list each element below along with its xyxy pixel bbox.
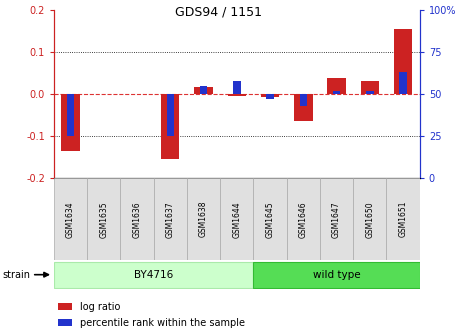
Bar — [227, 94, 246, 96]
Text: wild type: wild type — [313, 270, 361, 280]
Text: GSM1638: GSM1638 — [199, 201, 208, 238]
FancyBboxPatch shape — [320, 178, 353, 260]
Bar — [200, 86, 207, 94]
Bar — [61, 94, 80, 151]
Bar — [327, 78, 346, 94]
Text: GSM1651: GSM1651 — [399, 201, 408, 238]
Bar — [266, 94, 274, 99]
Bar — [195, 87, 213, 94]
Bar — [361, 81, 379, 94]
Bar — [294, 94, 312, 121]
Bar — [400, 72, 407, 94]
Bar — [67, 94, 74, 136]
FancyBboxPatch shape — [54, 262, 253, 288]
Bar — [166, 94, 174, 136]
Text: GSM1634: GSM1634 — [66, 201, 75, 238]
Bar — [58, 319, 72, 326]
Bar — [366, 91, 373, 94]
Text: log ratio: log ratio — [80, 302, 120, 312]
FancyBboxPatch shape — [253, 178, 287, 260]
Bar — [333, 91, 340, 94]
FancyBboxPatch shape — [154, 178, 187, 260]
FancyBboxPatch shape — [220, 178, 253, 260]
Bar — [233, 81, 241, 94]
FancyBboxPatch shape — [386, 178, 420, 260]
FancyBboxPatch shape — [287, 178, 320, 260]
Text: GSM1637: GSM1637 — [166, 201, 175, 238]
Text: BY4716: BY4716 — [134, 270, 174, 280]
Text: GSM1644: GSM1644 — [232, 201, 242, 238]
FancyBboxPatch shape — [54, 178, 87, 260]
Text: GDS94 / 1151: GDS94 / 1151 — [174, 5, 262, 18]
Bar — [161, 94, 180, 159]
Text: GSM1635: GSM1635 — [99, 201, 108, 238]
FancyBboxPatch shape — [353, 178, 386, 260]
Text: strain: strain — [2, 270, 30, 280]
FancyBboxPatch shape — [87, 178, 121, 260]
Text: GSM1645: GSM1645 — [265, 201, 275, 238]
Text: percentile rank within the sample: percentile rank within the sample — [80, 318, 244, 328]
Bar — [261, 94, 279, 97]
Text: GSM1650: GSM1650 — [365, 201, 374, 238]
FancyBboxPatch shape — [121, 178, 154, 260]
FancyBboxPatch shape — [253, 262, 420, 288]
Text: GSM1636: GSM1636 — [133, 201, 142, 238]
Text: GSM1646: GSM1646 — [299, 201, 308, 238]
Text: GSM1647: GSM1647 — [332, 201, 341, 238]
Bar — [300, 94, 307, 106]
Bar — [394, 29, 412, 94]
Bar — [58, 303, 72, 310]
FancyBboxPatch shape — [187, 178, 220, 260]
